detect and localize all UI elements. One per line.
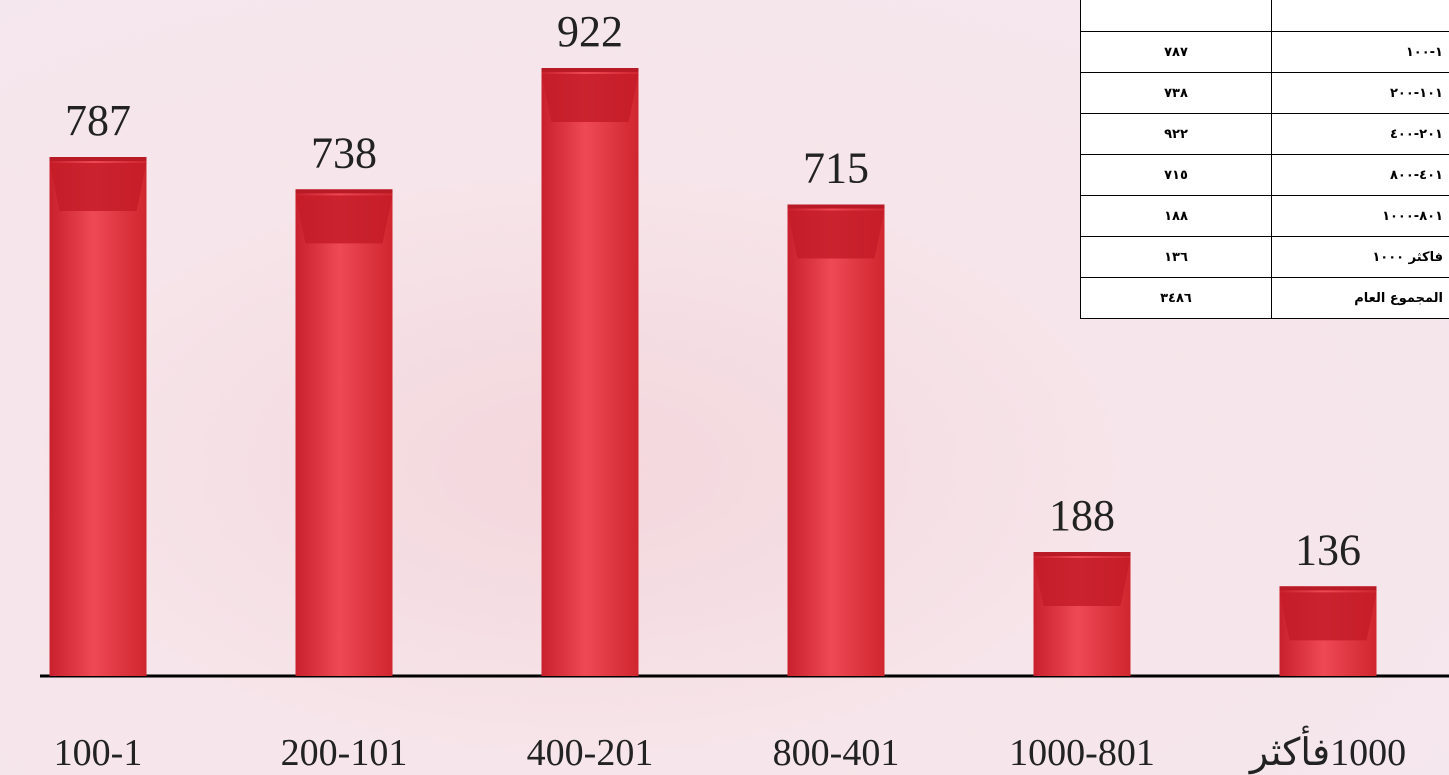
x-tick-label: 1000فأكثر bbox=[1248, 726, 1406, 775]
value-cell: ٧٨٧ bbox=[1080, 31, 1272, 73]
label-cell: ١٠٠-١ bbox=[1271, 31, 1449, 73]
value-label: 715 bbox=[803, 144, 869, 193]
table-row: ١٨٨ ١٠٠٠-٨٠١ bbox=[1080, 195, 1449, 237]
bar bbox=[541, 68, 639, 676]
bar-cap bbox=[1033, 552, 1131, 557]
table-row: ٧١٥ ٨٠٠-٤٠١ bbox=[1080, 154, 1449, 196]
bar-top bbox=[787, 210, 885, 259]
value-label: 188 bbox=[1049, 491, 1115, 540]
bar-cap bbox=[295, 189, 393, 194]
x-tick-label: 200-101 bbox=[281, 732, 408, 774]
bar-top bbox=[1033, 558, 1131, 607]
label-cell: المجموع العام bbox=[1271, 277, 1449, 319]
header-row bbox=[1080, 0, 1449, 32]
x-tick-label: 800-401 bbox=[773, 732, 900, 774]
value-label: 136 bbox=[1295, 525, 1361, 574]
value-cell: ٧٣٨ bbox=[1080, 72, 1272, 114]
x-tick-label: 400-201 bbox=[527, 732, 654, 774]
label-cell: ٤٠٠-٢٠١ bbox=[1271, 113, 1449, 155]
label-cell: فاكثر ١٠٠٠ bbox=[1271, 236, 1449, 278]
value-cell: ٩٢٢ bbox=[1080, 113, 1272, 155]
header-cell bbox=[1271, 0, 1449, 32]
bar bbox=[49, 157, 147, 676]
table-row: ٧٨٧ ١٠٠-١ bbox=[1080, 31, 1449, 73]
bar-cap bbox=[49, 157, 147, 162]
data-table: ٧٨٧ ١٠٠-١ ٧٣٨ ٢٠٠-١٠١ ٩٢٢ ٤٠٠-٢٠١ ٧١٥ ٨٠٠-٤٠١ ١٨… bbox=[1080, 0, 1449, 319]
bar-cap bbox=[1279, 586, 1377, 591]
bar bbox=[295, 189, 393, 676]
header-cell bbox=[1080, 0, 1272, 32]
table-row: ٧٣٨ ٢٠٠-١٠١ bbox=[1080, 72, 1449, 114]
value-label: 787 bbox=[65, 96, 131, 145]
bar-cap bbox=[541, 68, 639, 72]
bar-top bbox=[541, 74, 639, 122]
label-cell: ٨٠٠-٤٠١ bbox=[1271, 154, 1449, 196]
bar-top bbox=[49, 163, 147, 212]
table-row: ٣٤٨٦ المجموع العام bbox=[1080, 277, 1449, 319]
table-row: ١٣٦ فاكثر ١٠٠٠ bbox=[1080, 236, 1449, 278]
bar-top bbox=[295, 195, 393, 244]
bar bbox=[787, 204, 885, 677]
value-label: 738 bbox=[311, 128, 377, 177]
value-cell: ١٨٨ bbox=[1080, 195, 1272, 237]
table-row: ٩٢٢ ٤٠٠-٢٠١ bbox=[1080, 113, 1449, 155]
label-cell: ١٠٠٠-٨٠١ bbox=[1271, 195, 1449, 237]
x-tick-label: 100-1 bbox=[54, 732, 143, 774]
value-label: 922 bbox=[557, 7, 623, 56]
value-cell: ٣٤٨٦ bbox=[1080, 277, 1272, 319]
x-tick-label: 1000-801 bbox=[1009, 732, 1155, 774]
value-cell: ٧١٥ bbox=[1080, 154, 1272, 196]
label-cell: ٢٠٠-١٠١ bbox=[1271, 72, 1449, 114]
bar-cap bbox=[787, 204, 885, 209]
value-cell: ١٣٦ bbox=[1080, 236, 1272, 278]
bar-top bbox=[1279, 592, 1377, 641]
